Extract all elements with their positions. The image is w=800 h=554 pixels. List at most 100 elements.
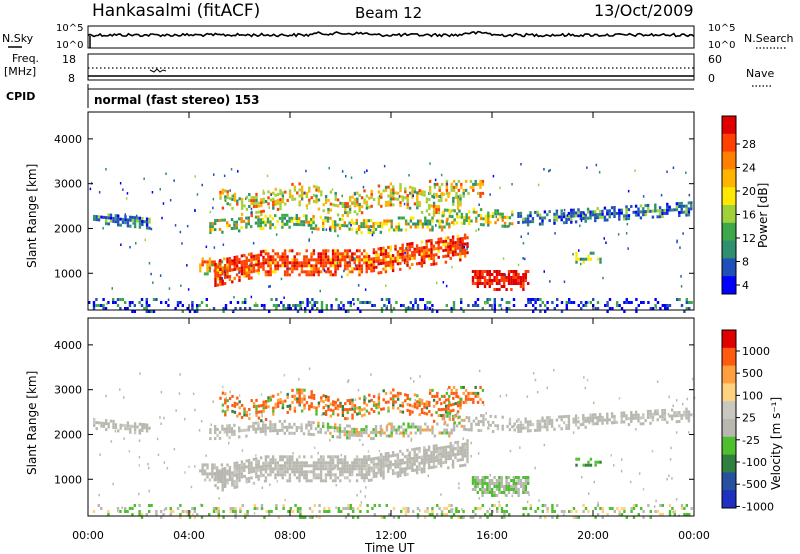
heatmap-cell: [498, 282, 501, 285]
heatmap-cell: [577, 214, 580, 218]
heatmap-cell: [267, 264, 270, 268]
heatmap-cell: [213, 246, 216, 249]
heatmap-cell: [269, 483, 271, 486]
heatmap-cell: [432, 204, 436, 208]
heatmap-cell: [129, 427, 132, 431]
heatmap-cell: [669, 458, 672, 461]
heatmap-cell: [505, 279, 508, 282]
heatmap-cell: [610, 412, 614, 416]
heatmap-cell: [281, 467, 284, 471]
heatmap-cell: [291, 267, 294, 271]
heatmap-cell: [452, 425, 456, 429]
heatmap-cell: [293, 467, 296, 471]
heatmap-cell: [622, 214, 626, 218]
heatmap-cell: [293, 188, 297, 192]
heatmap-cell: [196, 307, 199, 310]
heatmap-cell: [100, 215, 103, 219]
heatmap-cell: [577, 211, 580, 215]
heatmap-cell: [649, 415, 652, 419]
heatmap-cell: [404, 222, 408, 226]
heatmap-cell: [507, 276, 511, 279]
heatmap-cell: [233, 410, 237, 414]
heatmap-cell: [439, 240, 443, 244]
heatmap-cell: [627, 208, 631, 212]
heatmap-cell: [219, 283, 222, 286]
heatmap-cell: [426, 510, 429, 513]
heatmap-cell: [436, 394, 439, 398]
heatmap-cell: [192, 392, 195, 396]
heatmap-cell: [574, 220, 578, 224]
heatmap-cell: [448, 225, 451, 229]
heatmap-cell: [315, 464, 318, 468]
heatmap-cell: [370, 189, 373, 193]
heatmap-cell: [121, 220, 125, 224]
heatmap-cell: [216, 434, 219, 437]
heatmap-cell: [415, 468, 419, 472]
heatmap-cell: [501, 224, 504, 228]
heatmap-cell: [394, 400, 397, 404]
heatmap-cell: [347, 504, 350, 507]
heatmap-cell: [252, 196, 256, 200]
heatmap-cell: [365, 428, 367, 432]
heatmap-cell: [400, 431, 403, 435]
heatmap-cell: [138, 464, 140, 467]
heatmap-cell: [365, 206, 369, 210]
heatmap-cell: [360, 252, 364, 256]
heatmap-cell: [384, 458, 388, 462]
heatmap-cell: [200, 301, 204, 304]
colorbar-tick-label: 12: [742, 232, 756, 245]
heatmap-cell: [582, 417, 585, 420]
heatmap-cell: [494, 415, 497, 419]
heatmap-cell: [416, 191, 419, 195]
heatmap-cell: [438, 188, 441, 192]
heatmap-cell: [240, 197, 244, 201]
x-tick-label: 00:00: [678, 529, 710, 542]
heatmap-cell: [432, 444, 436, 448]
heatmap-cell: [311, 304, 314, 307]
heatmap-cell: [213, 463, 216, 467]
heatmap-cell: [581, 476, 583, 479]
heatmap-cell: [240, 466, 244, 470]
heatmap-cell: [351, 473, 354, 477]
heatmap-cell: [544, 516, 547, 519]
heatmap-cell: [358, 203, 361, 206]
heatmap-cell: [325, 307, 328, 310]
heatmap-cell: [92, 510, 96, 513]
heatmap-cell: [431, 194, 434, 198]
heatmap-cell: [513, 422, 516, 426]
heatmap-cell: [343, 252, 347, 256]
heatmap-cell: [360, 501, 363, 504]
heatmap-cell: [406, 463, 409, 467]
heatmap-cell: [319, 464, 323, 468]
heatmap-cell: [279, 467, 282, 471]
heatmap-cell: [370, 195, 373, 199]
heatmap-cell: [312, 199, 316, 203]
heatmap-cell: [519, 282, 523, 285]
heatmap-cell: [488, 482, 491, 485]
heatmap-cell: [148, 489, 150, 493]
heatmap-cell: [235, 258, 239, 262]
heatmap-cell: [517, 424, 520, 427]
heatmap-cell: [666, 205, 669, 209]
heatmap-cell: [378, 392, 381, 396]
heatmap-cell: [317, 186, 321, 190]
heatmap-cell: [377, 459, 380, 463]
heatmap-cell: [430, 254, 433, 257]
heatmap-cell: [539, 310, 542, 313]
heatmap-cell: [260, 393, 263, 396]
heatmap-cell: [295, 429, 298, 432]
heatmap-cell: [159, 274, 162, 277]
heatmap-cell: [450, 450, 452, 454]
heatmap-cell: [416, 516, 420, 519]
heatmap-cell: [426, 219, 429, 223]
heatmap-cell: [625, 516, 628, 519]
heatmap-cell: [223, 430, 226, 434]
heatmap-cell: [356, 516, 360, 519]
heatmap-cell: [264, 270, 268, 274]
heatmap-cell: [223, 427, 226, 431]
heatmap-cell: [133, 310, 136, 313]
heatmap-cell: [322, 458, 325, 462]
heatmap-cell: [296, 507, 300, 510]
heatmap-cell: [327, 473, 330, 477]
heatmap-cell: [456, 237, 460, 241]
